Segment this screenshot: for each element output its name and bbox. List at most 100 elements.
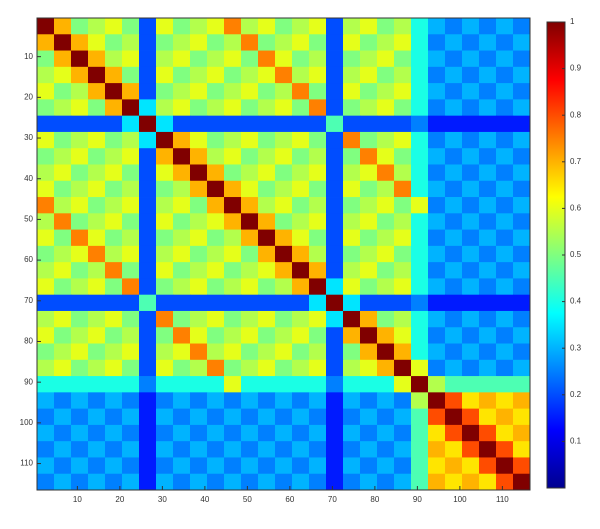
heatmap-cell [224,457,242,475]
heatmap-cell [241,262,259,279]
heatmap-cell [479,131,497,149]
heatmap-cell [428,457,446,475]
heatmap-cell [513,457,531,475]
heatmap-cell [377,197,395,214]
heatmap-cell [173,278,191,296]
heatmap-cell [309,197,327,214]
heatmap-cell [428,408,446,426]
heatmap-cell [275,424,293,442]
heatmap-cell [326,229,344,247]
heatmap-cell [360,180,378,198]
heatmap-cell [156,197,174,214]
heatmap-cell [37,164,55,182]
heatmap-cell [139,180,157,198]
heatmap-cell [37,50,55,68]
heatmap-cell [445,213,463,230]
heatmap-cell [71,18,89,35]
heatmap-cell [326,473,344,491]
heatmap-cell [173,245,191,263]
heatmap-cell [394,376,412,393]
heatmap-cell [496,115,514,133]
x-tick-label: 80 [370,495,379,504]
heatmap-cell [37,392,55,410]
heatmap-cell [445,164,463,182]
heatmap-cell [292,473,310,491]
heatmap-cell [275,83,293,100]
heatmap-cell [139,213,157,230]
heatmap-cell [224,359,242,377]
heatmap-cell [190,359,208,377]
heatmap-cell [360,408,378,426]
heatmap-cell [241,115,259,133]
heatmap-cell [207,99,225,117]
heatmap-cell [173,359,191,377]
heatmap-cell [479,441,497,458]
heatmap-cell [513,392,531,410]
heatmap-cell [139,83,157,100]
heatmap-cell [513,441,531,458]
heatmap-cell [513,359,531,377]
heatmap-cell [71,359,89,377]
heatmap-cell [190,392,208,410]
heatmap-cell [173,392,191,410]
heatmap-cell [377,131,395,149]
heatmap-cell [139,310,157,328]
heatmap-cell [309,115,327,133]
plot-frame [36,17,531,491]
heatmap-cell [37,148,55,165]
heatmap-cell [292,245,310,263]
heatmap-cell [292,343,310,361]
heatmap-cell [224,83,242,100]
heatmap-cell [241,99,259,117]
heatmap-cell [360,213,378,230]
heatmap-cell [292,262,310,279]
heatmap-cell [275,392,293,410]
heatmap-cell [156,343,174,361]
heatmap-cell [122,18,140,35]
heatmap-cell [377,473,395,491]
heatmap-cell [224,213,242,230]
heatmap-cell [258,392,276,410]
heatmap-cell [105,99,123,117]
heatmap-cell [88,408,106,426]
heatmap-cell [445,83,463,100]
heatmap-cell [71,148,89,165]
heatmap-cell [309,278,327,296]
heatmap-cell [275,376,293,393]
heatmap-cell [37,18,55,35]
heatmap-cell [445,229,463,247]
heatmap-cell [309,327,327,344]
heatmap-cell [190,213,208,230]
heatmap-cell [496,99,514,117]
heatmap-cell [173,294,191,312]
heatmap-cell [173,18,191,35]
heatmap-cell [88,34,106,51]
heatmap-cell [445,343,463,361]
heatmap-cell [122,213,140,230]
heatmap-cell [360,424,378,442]
heatmap-cell [241,343,259,361]
heatmap-cell [224,50,242,68]
heatmap-cell [241,457,259,475]
heatmap-cell [207,392,225,410]
heatmap-cell [105,441,123,458]
heatmap-cell [258,148,276,165]
heatmap-cell [496,83,514,100]
x-tick-label: 40 [200,495,209,504]
heatmap-cell [292,457,310,475]
heatmap-cell [258,327,276,344]
colorbar-tick-label: 0.1 [570,437,582,446]
heatmap-cell [428,424,446,442]
heatmap-cell [139,294,157,312]
heatmap-cell [445,262,463,279]
colorbar-tick-label: 1 [570,17,575,26]
heatmap-cell [462,131,480,149]
heatmap-cell [54,376,72,393]
heatmap-cell [207,148,225,165]
heatmap-cell [411,392,429,410]
heatmap-cell [462,115,480,133]
heatmap-cell [173,180,191,198]
heatmap-cell [54,50,72,68]
heatmap-cell [71,164,89,182]
heatmap-cell [37,34,55,51]
